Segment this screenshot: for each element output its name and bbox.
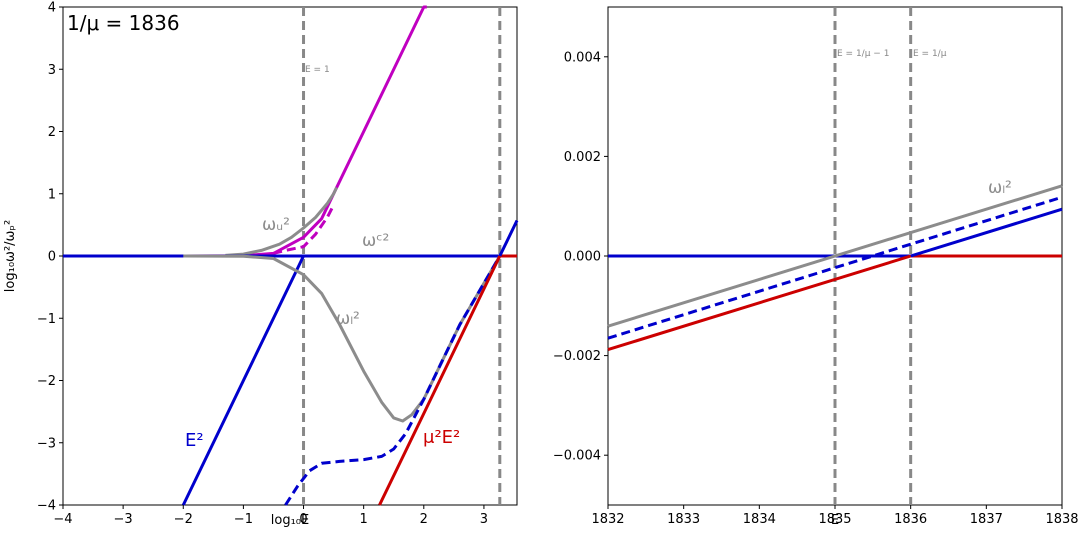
- left-series: [63, 5, 519, 506]
- left-xtick-label-5: 1: [360, 512, 368, 527]
- left-series-line-8: [378, 255, 502, 506]
- left-xtick-label-2: −2: [174, 512, 193, 527]
- left-xtick-label-1: −3: [114, 512, 133, 527]
- right-ytick-label-2: 0.000: [564, 250, 601, 265]
- left-corner-text: 1/μ = 1836: [67, 11, 180, 35]
- annotation-e2: E²: [185, 430, 204, 451]
- right-series-line-5: [607, 254, 912, 352]
- left-xtick-label-3: −1: [234, 512, 253, 527]
- left-panel: −4 −3 −2 −1 0 1 2 3 −4 −3 −2 −1 0 1 2 3 4 1/μ = 1836 E =…: [3, 1, 519, 528]
- annotation-right-omega-l: ωₗ²: [988, 178, 1012, 198]
- right-series-line-4: [910, 207, 1063, 258]
- left-vline-label-0: E = 1: [305, 65, 330, 75]
- right-xtick-label-3: 1835: [818, 512, 851, 527]
- left-ytick-label-5: 1: [48, 187, 56, 202]
- right-xlabel: E: [831, 513, 839, 528]
- annotation-omega-c: ωᶜ²: [362, 231, 389, 251]
- left-ytick-label-3: −1: [37, 312, 56, 327]
- left-ytick-label-6: 2: [48, 125, 56, 140]
- left-ylabel: log₁₀ω²/ωₚ²: [3, 220, 18, 292]
- right-ytick-label-4: 0.004: [564, 50, 601, 65]
- right-xtick-label-0: 1832: [591, 512, 624, 527]
- left-ytick-label-0: −4: [37, 499, 56, 514]
- annotation-omega-u: ωᵤ²: [262, 215, 290, 235]
- left-xtick-label-7: 3: [480, 512, 488, 527]
- right-ytick-label-3: 0.002: [564, 150, 601, 165]
- right-xtick-label-1: 1833: [667, 512, 700, 527]
- left-xtick-label-0: −4: [53, 512, 72, 527]
- right-series-line-3: [607, 195, 1063, 340]
- left-ytick-label-7: 3: [48, 63, 56, 78]
- annotation-omega-l: ωₗ²: [336, 309, 360, 329]
- right-xtick-label-6: 1838: [1045, 512, 1078, 527]
- left-xtick-label-6: 2: [420, 512, 428, 527]
- right-xtick-label-2: 1834: [743, 512, 776, 527]
- annotation-mu2e2: μ²E²: [423, 427, 460, 448]
- left-ytick-label-2: −2: [37, 374, 56, 389]
- left-xtick-label-4: 0: [299, 512, 307, 527]
- left-series-line-2: [225, 186, 338, 257]
- left-ytick-label-1: −3: [37, 436, 56, 451]
- right-panel: 1832 1833 1834 1835 1836 1837 1838 −0.004 −0.002…: [553, 6, 1079, 528]
- right-vline-label-0: E = 1/μ − 1: [837, 49, 889, 59]
- right-xtick-label-4: 1836: [894, 512, 927, 527]
- right-series: [607, 184, 1063, 352]
- right-ytick-label-0: −0.004: [553, 449, 601, 464]
- right-vline-label-1: E = 1/μ: [913, 49, 947, 59]
- right-series-line-2: [607, 184, 1063, 328]
- left-series-line-7: [284, 255, 502, 506]
- left-series-line-0: [63, 5, 427, 258]
- right-ticks: 1832 1833 1834 1835 1836 1837 1838 −0.004 −0.002…: [553, 50, 1079, 527]
- left-ytick-label-4: 0: [48, 250, 56, 265]
- right-ytick-label-1: −0.002: [553, 349, 601, 364]
- left-ytick-label-8: 4: [48, 1, 56, 16]
- right-xtick-label-5: 1837: [970, 512, 1003, 527]
- left-ticks: −4 −3 −2 −1 0 1 2 3 −4 −3 −2 −1 0 1 2 3 4: [37, 1, 488, 528]
- left-xlabel: log₁₀E: [271, 513, 309, 528]
- left-series-line-5: [181, 219, 519, 506]
